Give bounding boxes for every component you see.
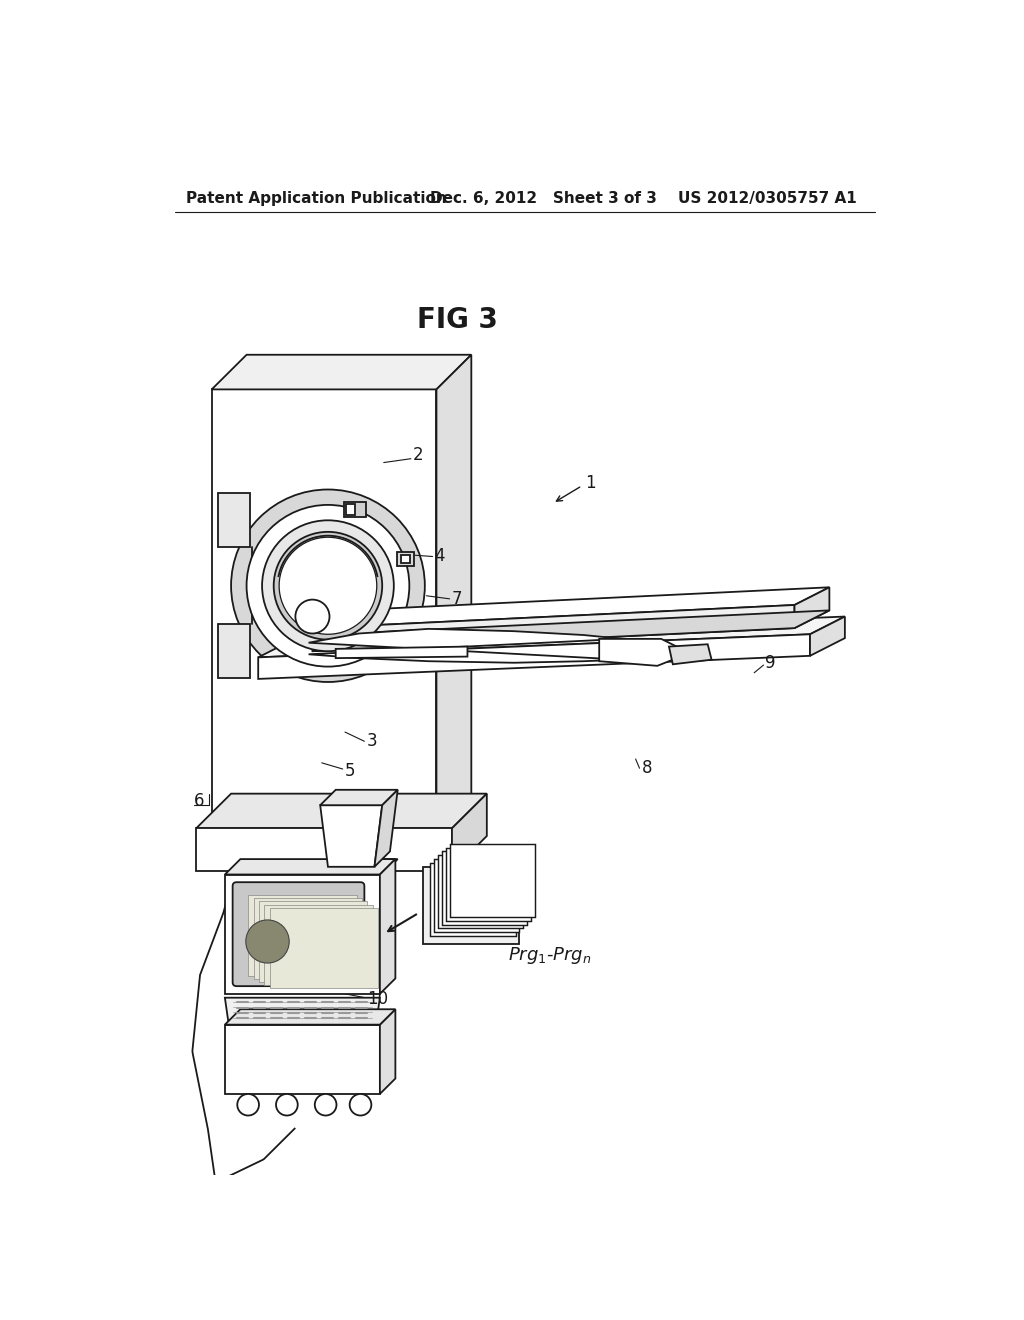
Bar bbox=[430, 863, 515, 936]
Circle shape bbox=[247, 504, 410, 667]
Bar bbox=[270, 908, 378, 989]
Polygon shape bbox=[810, 616, 845, 656]
Polygon shape bbox=[321, 789, 397, 805]
Polygon shape bbox=[336, 647, 467, 659]
Polygon shape bbox=[212, 355, 471, 389]
Polygon shape bbox=[375, 789, 397, 867]
Polygon shape bbox=[344, 502, 366, 517]
Polygon shape bbox=[312, 610, 829, 651]
Circle shape bbox=[246, 920, 289, 964]
Circle shape bbox=[238, 1094, 259, 1115]
Circle shape bbox=[273, 532, 382, 640]
Polygon shape bbox=[197, 793, 486, 829]
Polygon shape bbox=[321, 805, 382, 867]
Bar bbox=[450, 843, 535, 917]
Circle shape bbox=[231, 490, 425, 682]
Bar bbox=[434, 859, 519, 932]
Polygon shape bbox=[452, 793, 486, 871]
Polygon shape bbox=[225, 874, 380, 994]
Polygon shape bbox=[218, 494, 251, 548]
Polygon shape bbox=[599, 639, 684, 665]
Text: $Prg_1$-$Prg_n$: $Prg_1$-$Prg_n$ bbox=[508, 945, 591, 966]
Polygon shape bbox=[212, 389, 436, 829]
Circle shape bbox=[262, 520, 394, 651]
Text: 10: 10 bbox=[367, 990, 388, 1008]
Polygon shape bbox=[218, 624, 251, 678]
Text: 5: 5 bbox=[345, 762, 355, 780]
Bar bbox=[264, 904, 373, 985]
Polygon shape bbox=[225, 998, 380, 1024]
Bar bbox=[442, 851, 527, 924]
Polygon shape bbox=[380, 859, 395, 994]
Text: FIG 3: FIG 3 bbox=[417, 306, 498, 334]
Polygon shape bbox=[336, 871, 386, 928]
Bar bbox=[445, 847, 531, 921]
Polygon shape bbox=[258, 635, 810, 678]
Text: 1: 1 bbox=[586, 474, 596, 492]
Circle shape bbox=[280, 537, 377, 635]
Bar bbox=[438, 855, 523, 928]
Text: 7: 7 bbox=[452, 590, 463, 607]
Bar bbox=[259, 902, 368, 982]
Polygon shape bbox=[225, 1010, 395, 1024]
Polygon shape bbox=[423, 867, 519, 944]
Circle shape bbox=[295, 599, 330, 634]
Bar bbox=[254, 899, 362, 979]
Polygon shape bbox=[380, 1010, 395, 1094]
Polygon shape bbox=[346, 504, 355, 515]
Polygon shape bbox=[225, 859, 395, 874]
Text: 6: 6 bbox=[194, 792, 205, 810]
Polygon shape bbox=[312, 605, 795, 651]
Text: 3: 3 bbox=[367, 733, 377, 750]
Bar bbox=[248, 895, 356, 977]
Polygon shape bbox=[669, 644, 712, 664]
Polygon shape bbox=[197, 829, 452, 871]
Polygon shape bbox=[312, 587, 829, 628]
Text: Patent Application Publication: Patent Application Publication bbox=[186, 191, 446, 206]
Polygon shape bbox=[795, 587, 829, 628]
Polygon shape bbox=[258, 616, 845, 657]
Text: 4: 4 bbox=[434, 548, 444, 565]
Polygon shape bbox=[436, 355, 471, 829]
Circle shape bbox=[276, 1094, 298, 1115]
Polygon shape bbox=[396, 552, 414, 566]
Circle shape bbox=[314, 1094, 337, 1115]
Text: 2: 2 bbox=[414, 446, 424, 463]
Circle shape bbox=[349, 1094, 372, 1115]
Polygon shape bbox=[400, 554, 410, 562]
Text: 8: 8 bbox=[642, 759, 652, 777]
Text: US 2012/0305757 A1: US 2012/0305757 A1 bbox=[678, 191, 857, 206]
Polygon shape bbox=[308, 628, 623, 663]
Text: 9: 9 bbox=[765, 653, 775, 672]
Text: Dec. 6, 2012   Sheet 3 of 3: Dec. 6, 2012 Sheet 3 of 3 bbox=[430, 191, 657, 206]
FancyBboxPatch shape bbox=[232, 882, 365, 986]
Polygon shape bbox=[336, 859, 397, 871]
Polygon shape bbox=[225, 1024, 380, 1094]
